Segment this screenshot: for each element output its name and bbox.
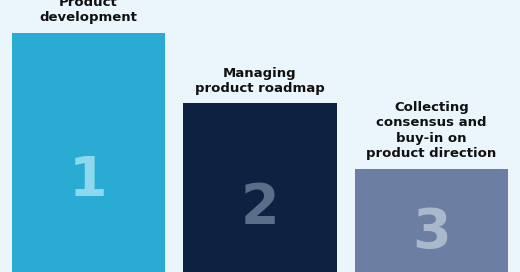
FancyBboxPatch shape — [184, 103, 337, 272]
Text: Product
development: Product development — [40, 0, 137, 24]
FancyBboxPatch shape — [12, 33, 165, 272]
Text: Collecting
consensus and
buy-in on
product direction: Collecting consensus and buy-in on produ… — [367, 101, 497, 160]
FancyBboxPatch shape — [355, 169, 509, 272]
Text: Managing
product roadmap: Managing product roadmap — [195, 67, 325, 95]
Text: 1: 1 — [69, 154, 108, 208]
Text: 3: 3 — [412, 206, 451, 260]
Text: 2: 2 — [241, 181, 279, 235]
